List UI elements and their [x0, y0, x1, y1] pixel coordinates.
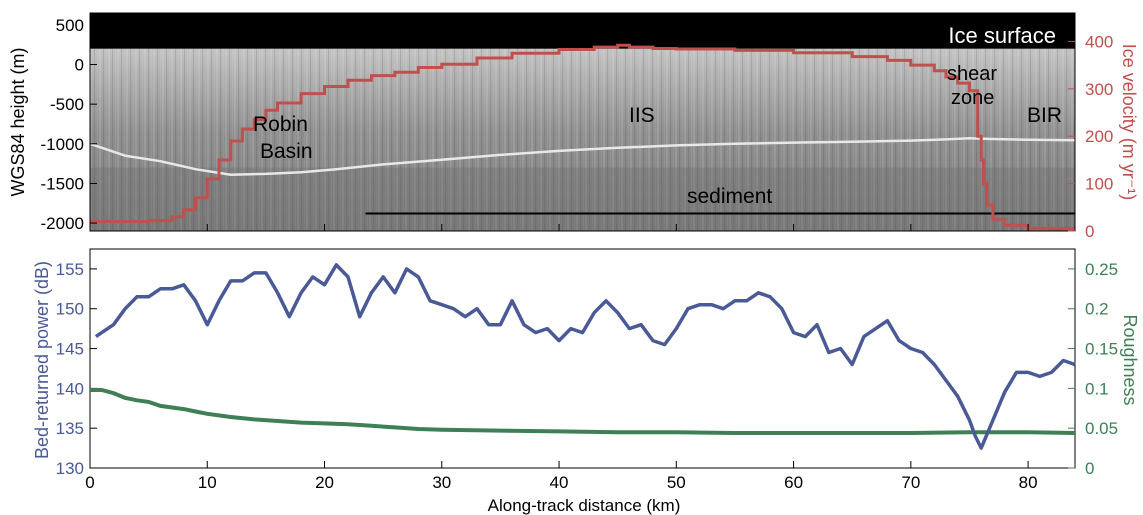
annotation-iis: IIS	[629, 104, 655, 127]
height-tick-label: -1500	[41, 174, 84, 193]
velocity-axis-ticks: 0 100 200 300 400	[1068, 32, 1113, 241]
distance-tick-label: 50	[667, 473, 686, 492]
distance-tick-label: 10	[198, 473, 217, 492]
height-tick-label: 0	[75, 56, 84, 75]
power-tick-label: 155	[56, 260, 84, 279]
power-tick-label: 135	[56, 419, 84, 438]
velocity-tick-label: 100	[1085, 175, 1113, 194]
velocity-tick-label: 400	[1085, 32, 1113, 51]
distance-tick-label: 30	[432, 473, 451, 492]
annotation-shear-line1: shear	[947, 63, 997, 85]
distance-tick-label: 70	[901, 473, 920, 492]
height-tick-label: -2000	[41, 214, 84, 233]
distance-tick-label: 20	[315, 473, 334, 492]
distance-tick-label: 80	[1019, 473, 1038, 492]
roughness-tick-label: 0	[1085, 459, 1094, 478]
velocity-tick-label: 300	[1085, 80, 1113, 99]
height-tick-label: 500	[56, 16, 84, 35]
velocity-tick-label: 0	[1085, 222, 1094, 241]
annotation-shear-line2: zone	[951, 87, 994, 109]
distance-tick-label: 60	[784, 473, 803, 492]
power-tick-label: 150	[56, 300, 84, 319]
distance-tick-label: 0	[85, 473, 94, 492]
ice-velocity-line	[90, 43, 1075, 231]
radargram-panel: -2000 -1500 -1000 -500 0 500 0 100 200 300 400 Ic…	[8, 12, 1139, 241]
distance-axis-ticks: 0 10 20 30 40 50 60 70 80	[85, 461, 1038, 492]
roughness-tick-label: 0.25	[1085, 260, 1118, 279]
roughness-tick-label: 0.15	[1085, 340, 1118, 359]
power-tick-label: 145	[56, 340, 84, 359]
bed-properties-panel: 130 135 140 145 150 155 0 0.05 0.1 0.15 0.2 0.25 0…	[32, 248, 1140, 515]
annotation-ice-surface: Ice surface	[948, 23, 1056, 48]
power-axis-ticks: 130 135 140 145 150 155	[56, 260, 97, 478]
bed-properties-frame	[89, 248, 1076, 469]
power-tick-label: 140	[56, 379, 84, 398]
roughness-axis-ticks: 0 0.05 0.1 0.15 0.2 0.25	[1068, 260, 1118, 478]
roughness-line	[90, 388, 1076, 435]
roughness-tick-label: 0.1	[1085, 379, 1109, 398]
annotation-bir: BIR	[1027, 104, 1062, 127]
height-tick-label: -1000	[41, 135, 84, 154]
roughness-tick-label: 0.2	[1085, 300, 1109, 319]
height-tick-label: -500	[50, 95, 84, 114]
distance-tick-label: 40	[550, 473, 569, 492]
velocity-axis-label: Ice velocity (m yr⁻¹)	[1119, 44, 1139, 201]
roughness-tick-label: 0.05	[1085, 419, 1118, 438]
bed-returned-power-line	[94, 263, 1076, 450]
distance-axis-label: Along-track distance (km)	[488, 496, 681, 515]
height-axis-ticks: -2000 -1500 -1000 -500 0 500	[41, 16, 97, 233]
ice-surface-band	[90, 13, 1075, 49]
annotation-robin-basin-line1: Robin	[253, 113, 308, 136]
radargram-frame	[89, 12, 1076, 232]
annotation-robin-basin-line2: Basin	[260, 140, 313, 163]
velocity-tick-label: 200	[1085, 127, 1113, 146]
roughness-axis-label: Roughness	[1120, 314, 1140, 405]
power-tick-label: 130	[56, 459, 84, 478]
height-axis-label: WGS84 height (m)	[8, 47, 28, 196]
annotation-sediment: sediment	[687, 185, 772, 208]
power-axis-label: Bed-returned power (dB)	[32, 261, 52, 459]
top-x-ticks	[89, 224, 1029, 231]
sub-bed-shading	[90, 167, 1075, 231]
